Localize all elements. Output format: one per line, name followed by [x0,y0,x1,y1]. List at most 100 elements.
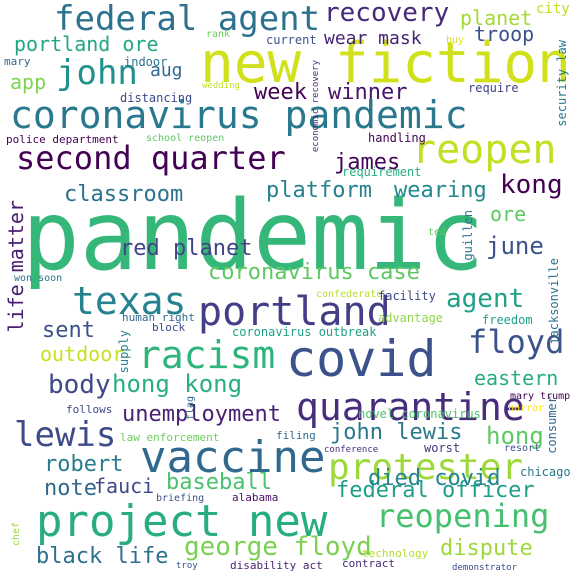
word: agent [446,284,525,314]
word: flag [185,396,196,421]
word: block [152,321,186,334]
word: confederate [316,289,383,300]
word: economic recovery [311,60,321,153]
word: winner [328,80,408,105]
word: died covid [368,466,501,491]
word: city [536,1,570,17]
word: consumer [545,396,559,454]
word: horror [508,403,545,414]
word: outdoor [40,342,125,366]
word: supply [117,330,131,374]
word: hong kong [112,370,243,398]
word: george floyd [184,532,372,562]
word: follows [66,403,113,416]
word: classroom [64,182,184,207]
word: racism [138,333,276,377]
word: coronavirus pandemic [10,93,468,137]
word: john lewis [330,420,463,445]
word: freedom [482,313,533,327]
word: distancing [120,91,193,105]
word: security law [555,40,569,127]
word: hong [486,422,544,450]
word: troop [474,22,535,46]
word: novel coronavirus [358,407,481,421]
word: kong [500,170,563,200]
word: technology [362,547,429,560]
word: covid [286,330,437,388]
word: guillen [461,210,475,261]
word: robert [44,452,124,477]
word: indoor [124,55,168,69]
word: jacksonville [547,258,561,345]
word: human right [122,311,195,324]
word: june [486,232,544,260]
word: portland [198,289,391,335]
word: advantage [378,311,444,325]
word: won soon [14,273,63,284]
word: platform [266,178,372,203]
word: ore [490,202,527,226]
word: recovery [324,0,450,28]
word: rank [206,29,231,40]
word: coronavirus outbreak [232,325,377,339]
word: john [56,53,138,93]
word: reopen [412,127,557,173]
word: chicago [520,465,571,479]
word: alabama [232,491,279,504]
word: wearing [394,178,487,203]
word: conference [324,445,379,455]
word: mary [4,55,31,68]
word: pandemic [22,180,485,292]
word: filing [276,429,316,442]
word: demonstrator [452,563,518,573]
word: red planet [120,236,253,261]
word: eastern [474,366,559,390]
word: require [468,81,519,95]
word: buy [446,35,465,46]
word: lewis [14,415,117,455]
word: body [48,370,111,400]
word: black life [36,544,169,569]
word: chef [11,522,22,547]
word: protester [328,447,524,488]
word: new fiction [200,31,571,96]
word: note [44,476,97,501]
word: reopening [376,497,550,535]
word: james [334,150,401,175]
word: contract [342,557,395,570]
word: unemployment [122,402,281,427]
word: handling [368,131,426,145]
word: vaccine [140,432,326,483]
word: current [266,33,317,47]
word: ted [428,227,447,238]
word: federal officer [336,478,535,503]
word: quarantine [296,385,525,429]
word: portland ore [14,32,159,56]
word: federal agent [54,0,321,39]
word: school reopen [146,133,225,144]
word: facility [378,289,436,303]
word: sent [42,318,95,343]
word: floyd [468,323,565,361]
word: troy [176,561,198,571]
word: wedding [202,81,240,91]
word: resort [504,443,541,454]
word: texas [72,279,187,323]
word: requirement [342,165,422,179]
word: app [10,70,47,94]
word: worst [424,441,461,455]
word: planet [460,6,533,30]
word: project new [36,496,328,547]
word: second quarter [16,139,286,177]
word: fauci [94,474,155,498]
word: briefing [156,493,205,504]
word: disability act [230,559,323,572]
word: mary trump [510,391,571,402]
word: law enforcement [120,431,220,444]
word: wear mask [324,28,422,49]
word: dispute [440,536,533,561]
word: coronavirus case [208,260,420,285]
word: life matter [4,200,28,333]
word: baseball [166,470,272,495]
word: week [254,80,307,105]
